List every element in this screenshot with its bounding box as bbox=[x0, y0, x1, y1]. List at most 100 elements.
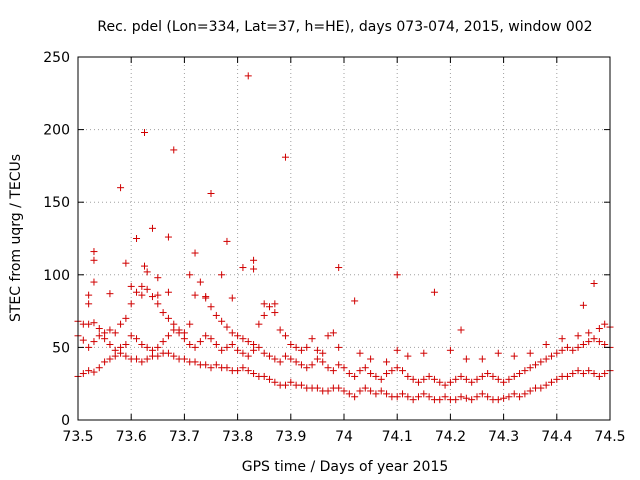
y-tick-label: 100 bbox=[43, 268, 70, 284]
data-point bbox=[95, 332, 103, 340]
data-point bbox=[521, 390, 529, 398]
data-point bbox=[234, 332, 242, 340]
data-point bbox=[202, 293, 210, 301]
data-point bbox=[547, 378, 555, 386]
data-point bbox=[383, 358, 391, 366]
data-point bbox=[574, 343, 582, 351]
data-point bbox=[250, 265, 258, 273]
data-point bbox=[260, 300, 268, 308]
data-point bbox=[457, 326, 465, 334]
data-point bbox=[138, 282, 146, 290]
data-point bbox=[537, 384, 545, 392]
data-point bbox=[117, 349, 125, 357]
data-point bbox=[516, 393, 524, 401]
data-point bbox=[324, 364, 332, 372]
data-point bbox=[351, 297, 359, 305]
data-point bbox=[319, 358, 327, 366]
data-point bbox=[579, 301, 587, 309]
data-point bbox=[164, 314, 172, 322]
data-point bbox=[122, 314, 130, 322]
data-point bbox=[175, 329, 183, 337]
data-point bbox=[340, 387, 348, 395]
data-point bbox=[106, 326, 114, 334]
data-points bbox=[74, 72, 614, 404]
data-point bbox=[260, 349, 268, 357]
data-point bbox=[393, 393, 401, 401]
data-point bbox=[212, 361, 220, 369]
data-point bbox=[287, 355, 295, 363]
data-point bbox=[356, 349, 364, 357]
data-point bbox=[276, 326, 284, 334]
data-point bbox=[324, 332, 332, 340]
y-tick-label: 200 bbox=[43, 123, 70, 139]
data-point bbox=[569, 370, 577, 378]
y-tick-label: 0 bbox=[61, 413, 70, 429]
data-point bbox=[159, 309, 167, 317]
x-tick-label: 74.2 bbox=[435, 429, 466, 445]
data-point bbox=[319, 349, 327, 357]
data-point bbox=[141, 262, 148, 270]
data-point bbox=[234, 367, 242, 375]
data-point bbox=[239, 335, 247, 343]
data-point bbox=[542, 381, 550, 389]
data-point bbox=[484, 370, 492, 378]
data-point bbox=[297, 361, 305, 369]
data-point bbox=[500, 394, 508, 402]
data-point bbox=[441, 393, 449, 401]
y-tick-label: 250 bbox=[43, 50, 70, 66]
data-point bbox=[329, 329, 337, 337]
data-point bbox=[601, 320, 609, 328]
x-tick-label: 74.4 bbox=[541, 429, 572, 445]
data-point bbox=[425, 372, 433, 380]
data-point bbox=[430, 375, 438, 383]
data-point bbox=[452, 375, 460, 383]
data-point bbox=[526, 387, 534, 395]
data-point bbox=[281, 381, 289, 389]
data-point bbox=[164, 332, 172, 340]
data-point bbox=[313, 384, 321, 392]
data-point bbox=[388, 367, 396, 375]
data-point bbox=[191, 358, 199, 366]
data-point bbox=[148, 224, 156, 232]
data-point bbox=[308, 335, 316, 343]
data-point bbox=[271, 300, 279, 308]
data-point bbox=[558, 335, 566, 343]
data-point bbox=[292, 343, 300, 351]
data-point bbox=[276, 358, 284, 366]
data-point bbox=[367, 355, 375, 363]
data-point bbox=[526, 349, 534, 357]
data-point bbox=[85, 343, 93, 351]
data-point bbox=[579, 370, 587, 378]
data-point bbox=[335, 384, 343, 392]
x-tick-label: 73.6 bbox=[116, 429, 147, 445]
data-point bbox=[266, 375, 274, 383]
data-point bbox=[297, 381, 305, 389]
data-point bbox=[478, 390, 486, 398]
data-point bbox=[313, 355, 321, 363]
data-point bbox=[170, 146, 178, 154]
data-point bbox=[532, 361, 540, 369]
data-point bbox=[154, 274, 162, 282]
data-point bbox=[223, 323, 231, 331]
data-point bbox=[228, 329, 236, 337]
data-point bbox=[436, 396, 444, 404]
data-point bbox=[505, 393, 513, 401]
data-point bbox=[516, 370, 524, 378]
data-point bbox=[500, 378, 508, 386]
y-tick-label: 150 bbox=[43, 195, 70, 211]
data-point bbox=[281, 153, 289, 161]
data-point bbox=[345, 370, 353, 378]
data-point bbox=[452, 396, 460, 404]
data-point bbox=[462, 394, 470, 402]
data-point bbox=[218, 346, 226, 354]
data-point bbox=[228, 294, 236, 302]
data-point bbox=[180, 355, 188, 363]
data-point bbox=[351, 372, 359, 380]
data-point bbox=[106, 290, 114, 298]
data-point bbox=[292, 358, 300, 366]
data-point bbox=[271, 309, 279, 317]
data-point bbox=[329, 367, 337, 375]
data-point bbox=[154, 352, 162, 360]
